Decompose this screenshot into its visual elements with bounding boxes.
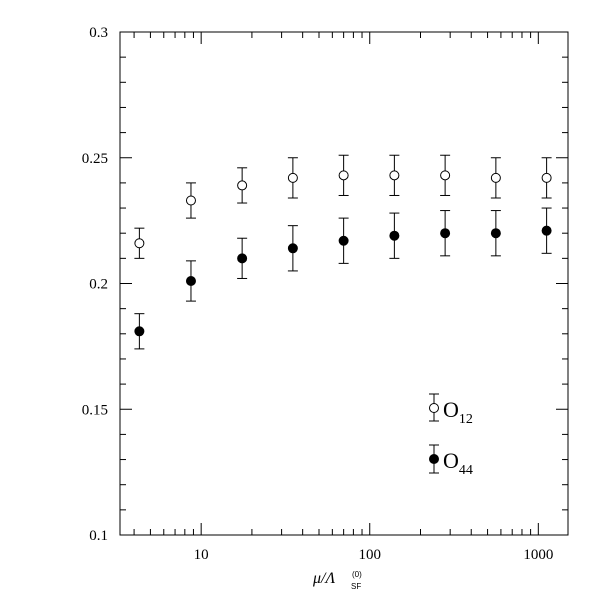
y-tick-label: 0.15 <box>82 402 108 418</box>
y-tick-label: 0.2 <box>89 277 108 293</box>
legend-entry-o12: O12 <box>429 393 473 427</box>
data-point-filled <box>541 225 552 236</box>
x-axis-title-subscript: SF <box>351 582 361 591</box>
data-marks <box>134 154 552 350</box>
data-point-filled <box>440 228 451 239</box>
data-point-open <box>237 180 248 191</box>
x-tick-label: 100 <box>358 547 381 563</box>
x-tick-label: 1000 <box>523 547 553 563</box>
legend-label-o44: O44 <box>443 448 473 478</box>
x-axis-title: μ/Λ <box>312 570 335 587</box>
data-point-open <box>440 170 451 181</box>
series-o44 <box>134 207 552 350</box>
data-point-filled <box>338 235 349 246</box>
data-point-open <box>490 172 501 183</box>
y-tick-label: 0.25 <box>82 151 108 167</box>
data-point-filled <box>237 253 248 264</box>
data-point-open <box>287 172 298 183</box>
legend-label-sub: 44 <box>459 463 473 478</box>
legend-marker-open-circle <box>429 403 439 413</box>
data-point-filled <box>389 230 400 241</box>
legend: O12 O44 <box>429 393 473 478</box>
data-point-open <box>389 170 400 181</box>
x-tick-label: 10 <box>194 547 209 563</box>
legend-label-sub: 12 <box>459 412 473 427</box>
axis-ticks <box>120 31 568 536</box>
legend-label-main: O <box>443 397 459 422</box>
legend-marker-filled-circle <box>429 454 439 464</box>
data-point-filled <box>490 228 501 239</box>
x-axis-title-main: μ/Λ <box>312 570 335 587</box>
y-tick-label: 0.3 <box>89 25 108 41</box>
data-point-filled <box>134 326 145 337</box>
x-axis-title-superscript: (0) <box>352 570 362 579</box>
legend-label-main: O <box>443 448 459 473</box>
data-point-open <box>338 170 349 181</box>
y-tick-label: 0.1 <box>89 528 108 544</box>
data-point-open <box>185 195 196 206</box>
data-point-filled <box>185 275 196 286</box>
series-o12 <box>134 154 552 259</box>
legend-label-o12: O12 <box>443 397 473 427</box>
tick-labels: 0.1 0.15 0.2 0.25 0.3 10 100 1000 <box>82 25 554 563</box>
data-point-open <box>541 172 552 183</box>
data-point-filled <box>287 243 298 254</box>
data-point-open <box>134 238 145 249</box>
legend-entry-o44: O44 <box>429 444 473 478</box>
